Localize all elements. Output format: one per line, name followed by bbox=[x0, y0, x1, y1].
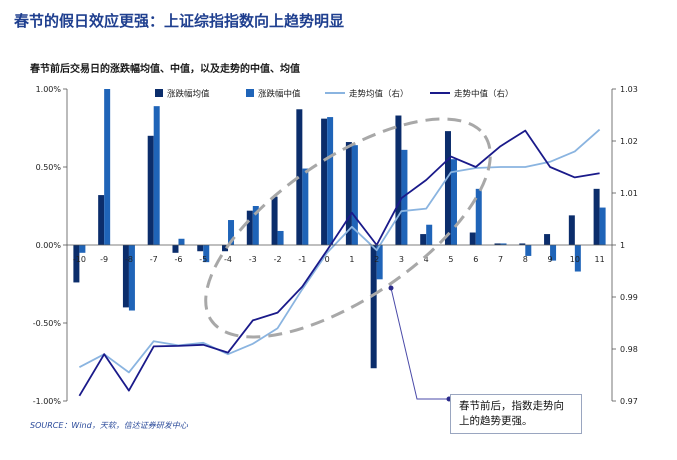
bar-mean bbox=[222, 245, 229, 252]
bar-mean bbox=[544, 234, 551, 245]
bar-median bbox=[203, 245, 210, 263]
bar-mean bbox=[593, 188, 600, 245]
bar-mean bbox=[395, 115, 402, 246]
callout-leader bbox=[390, 287, 449, 400]
bar-mean bbox=[469, 232, 476, 245]
bar-mean bbox=[420, 234, 427, 245]
x-tick-label: -7 bbox=[150, 255, 158, 264]
legend-label: 涨跌幅均值 bbox=[167, 89, 210, 100]
bar-median bbox=[178, 238, 185, 245]
bar-mean bbox=[444, 131, 451, 245]
bar-mean bbox=[494, 243, 501, 245]
legend-label: 走势均值（右） bbox=[349, 89, 409, 100]
bar-mean bbox=[98, 195, 105, 245]
bar-median bbox=[252, 206, 259, 245]
left-tick-label: 0.00% bbox=[36, 241, 62, 250]
bar-median bbox=[426, 224, 433, 245]
right-tick-label: 0.99 bbox=[620, 293, 638, 302]
bar-mean bbox=[271, 196, 278, 245]
bar-median bbox=[475, 188, 482, 245]
legend: 涨跌幅均值 涨跌幅中值 走势均值（右） 走势中值（右） bbox=[155, 89, 514, 100]
bar-median bbox=[351, 145, 358, 245]
x-tick-label: -2 bbox=[274, 255, 282, 264]
highlight-ellipse bbox=[204, 117, 492, 339]
x-tick-label: 4 bbox=[424, 255, 429, 264]
right-tick-label: 1.01 bbox=[620, 189, 638, 198]
callout-dot bbox=[388, 285, 394, 291]
x-tick-label: -3 bbox=[249, 255, 257, 264]
x-tick-label: -4 bbox=[224, 255, 232, 264]
x-tick-label: 2 bbox=[374, 255, 379, 264]
right-tick-label: 0.98 bbox=[620, 345, 638, 354]
bar-median bbox=[450, 159, 457, 245]
bar-median bbox=[574, 245, 581, 272]
bar-mean bbox=[172, 245, 179, 253]
callout-box: 春节前后，指数走势向上的趋势更强。 bbox=[450, 394, 582, 434]
bar-median bbox=[599, 207, 606, 245]
headline: 春节的假日效应更强：上证综指指数向上趋势明显 bbox=[14, 12, 345, 30]
left-tick-label: 0.50% bbox=[36, 163, 62, 172]
bar-median bbox=[376, 245, 383, 280]
x-tick-label: 1 bbox=[349, 255, 354, 264]
legend-swatch bbox=[246, 89, 254, 97]
bar-median bbox=[401, 149, 408, 245]
x-tick-label: 3 bbox=[399, 255, 404, 264]
bar-median bbox=[327, 117, 334, 245]
x-tick-label: 11 bbox=[595, 255, 605, 264]
bar-mean bbox=[147, 135, 154, 245]
left-tick-label: -0.50% bbox=[33, 319, 62, 328]
source-note: SOURCE：Wind，天软，信达证券研发中心 bbox=[30, 421, 188, 430]
x-tick-label: -9 bbox=[100, 255, 108, 264]
x-tick-label: -8 bbox=[125, 255, 133, 264]
chart-title: 春节前后交易日的涨跌幅均值、中值，以及走势的中值、均值 bbox=[30, 64, 300, 75]
bar-median bbox=[79, 245, 86, 253]
bar-mean bbox=[370, 245, 377, 369]
bar-mean bbox=[296, 109, 303, 245]
bar-mean bbox=[246, 210, 253, 245]
bar-median bbox=[228, 220, 235, 245]
bar-median bbox=[153, 106, 160, 245]
left-tick-label: -1.00% bbox=[33, 397, 62, 406]
bar-median bbox=[128, 245, 135, 311]
trend-median-line bbox=[78, 129, 600, 397]
right-tick-label: 1.02 bbox=[620, 137, 638, 146]
bar-median bbox=[277, 230, 284, 245]
right-tick-label: 0.97 bbox=[620, 397, 638, 406]
right-tick-label: 1.03 bbox=[620, 85, 638, 94]
bar-mean bbox=[568, 215, 575, 245]
bar-mean bbox=[345, 142, 352, 245]
bar-mean bbox=[197, 245, 204, 252]
bar-mean bbox=[73, 245, 80, 283]
left-tick-label: 1.00% bbox=[36, 85, 62, 94]
x-tick-label: 5 bbox=[448, 255, 453, 264]
x-tick-label: -6 bbox=[174, 255, 182, 264]
legend-label: 涨跌幅中值 bbox=[258, 89, 301, 100]
x-tick-label: 8 bbox=[523, 255, 528, 264]
axes-layer: -1.00% -0.50% 0.00% 0.50% 1.00% 0.97 0.98 0.99 1… bbox=[33, 85, 638, 406]
bar-layer bbox=[73, 89, 606, 369]
bar-median bbox=[104, 89, 111, 245]
x-tick-label: 9 bbox=[548, 255, 553, 264]
bar-mean bbox=[122, 245, 129, 308]
legend-swatch bbox=[155, 89, 163, 97]
bar-mean bbox=[519, 243, 526, 245]
bar-median bbox=[525, 245, 532, 256]
x-tick-label: -1 bbox=[298, 255, 306, 264]
x-tick-label: 0 bbox=[325, 255, 330, 264]
trend-mean-line bbox=[78, 128, 601, 374]
x-tick-label: -10 bbox=[73, 255, 86, 264]
x-tick-label: 6 bbox=[473, 255, 478, 264]
bar-median bbox=[500, 243, 507, 245]
x-tick-label: -5 bbox=[199, 255, 207, 264]
x-tick-label: 10 bbox=[570, 255, 580, 264]
x-tick-label: 7 bbox=[498, 255, 503, 264]
bar-mean bbox=[321, 118, 328, 245]
line-layer bbox=[78, 128, 601, 397]
right-tick-label: 1 bbox=[620, 241, 625, 250]
bar-median bbox=[550, 245, 557, 261]
legend-label: 走势中值（右） bbox=[454, 89, 514, 100]
bar-median bbox=[302, 168, 309, 245]
